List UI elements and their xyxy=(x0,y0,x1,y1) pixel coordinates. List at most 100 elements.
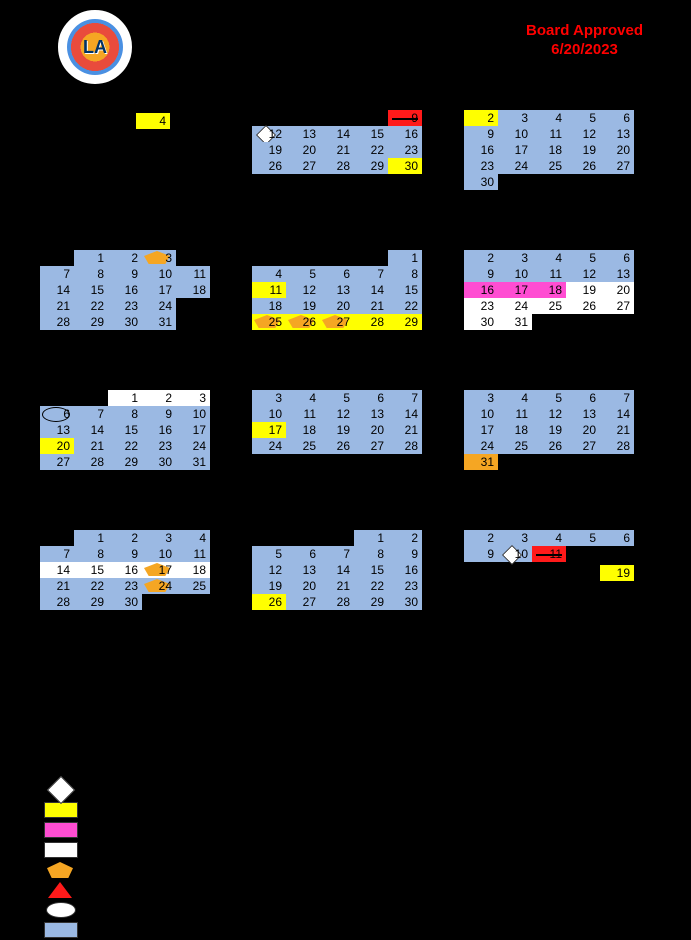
approved-date: 6/20/2023 xyxy=(526,41,643,60)
day-8: 8 xyxy=(108,406,142,422)
day-18: 18 xyxy=(176,282,210,298)
approved-title: Board Approved xyxy=(526,22,643,41)
week: 1011121314 xyxy=(252,406,422,422)
day-blank xyxy=(286,110,320,126)
week: 1718192021 xyxy=(464,422,634,438)
legend xyxy=(44,780,84,940)
week: 123 xyxy=(40,250,210,266)
day-29: 29 xyxy=(74,314,108,330)
day-15: 15 xyxy=(354,126,388,142)
legend-pentagon xyxy=(44,860,84,880)
legend-diamond xyxy=(44,780,84,800)
week: 31 xyxy=(464,454,634,470)
day-28: 28 xyxy=(40,594,74,610)
day-blank xyxy=(142,594,176,610)
day-21: 21 xyxy=(320,142,354,158)
day-12: 12 xyxy=(532,406,566,422)
day-9: 9 xyxy=(108,546,142,562)
day-28: 28 xyxy=(388,438,422,454)
day-27: 27 xyxy=(286,158,320,174)
week: 123 xyxy=(40,390,210,406)
day-7: 7 xyxy=(40,546,74,562)
logo-text: LA xyxy=(83,37,107,58)
day-18: 18 xyxy=(252,298,286,314)
day-16: 16 xyxy=(388,562,422,578)
day-19: 19 xyxy=(252,578,286,594)
day-18: 18 xyxy=(286,422,320,438)
day-20: 20 xyxy=(40,438,74,454)
day-30: 30 xyxy=(388,158,422,174)
day-14: 14 xyxy=(40,562,74,578)
day-19: 19 xyxy=(286,298,320,314)
day-16: 16 xyxy=(464,142,498,158)
day-17: 17 xyxy=(498,142,532,158)
day-13: 13 xyxy=(600,126,634,142)
day-4: 4 xyxy=(176,530,210,546)
week: 2122232425 xyxy=(40,578,210,594)
week: 2021222324 xyxy=(40,438,210,454)
day-25: 25 xyxy=(532,158,566,174)
day-3: 3 xyxy=(498,530,532,546)
week: 2526272829 xyxy=(252,314,422,330)
day-8: 8 xyxy=(74,546,108,562)
week: 23456 xyxy=(464,530,634,546)
day-1: 1 xyxy=(388,250,422,266)
day-4: 4 xyxy=(532,530,566,546)
legend-ellipse xyxy=(44,900,84,920)
day-14: 14 xyxy=(388,406,422,422)
day-13: 13 xyxy=(286,126,320,142)
month-april: 1234789101114151617182122232425282930 xyxy=(40,530,210,610)
day-blank xyxy=(600,314,634,330)
week: 12 xyxy=(252,530,422,546)
day-24: 24 xyxy=(142,298,176,314)
week: 3031 xyxy=(464,314,634,330)
day-25: 25 xyxy=(532,298,566,314)
day-blank xyxy=(532,454,566,470)
day-16: 16 xyxy=(108,562,142,578)
day-blank xyxy=(252,530,286,546)
week: 7891011 xyxy=(40,546,210,562)
day-blank xyxy=(566,174,600,190)
day-6: 6 xyxy=(600,250,634,266)
day-26: 26 xyxy=(320,438,354,454)
day-24: 24 xyxy=(498,158,532,174)
month-may: 1256789121314151619202122232627282930 xyxy=(252,530,422,610)
week: 45678 xyxy=(252,266,422,282)
day-4: 4 xyxy=(252,266,286,282)
day-27: 27 xyxy=(354,438,388,454)
day-2: 2 xyxy=(108,250,142,266)
day-9: 9 xyxy=(388,110,422,126)
day-13: 13 xyxy=(354,406,388,422)
day-20: 20 xyxy=(286,142,320,158)
month-march: 3456710111213141718192021242526272831 xyxy=(464,390,634,470)
day-11: 11 xyxy=(176,546,210,562)
day-blank xyxy=(532,314,566,330)
day-26: 26 xyxy=(566,298,600,314)
day-12: 12 xyxy=(566,126,600,142)
day-2: 2 xyxy=(108,530,142,546)
day-21: 21 xyxy=(388,422,422,438)
day-4: 4 xyxy=(498,390,532,406)
day-21: 21 xyxy=(354,298,388,314)
day-14: 14 xyxy=(354,282,388,298)
day-8: 8 xyxy=(354,546,388,562)
week: 678910 xyxy=(40,406,210,422)
day-6: 6 xyxy=(354,390,388,406)
day-1: 1 xyxy=(108,390,142,406)
day-6: 6 xyxy=(566,390,600,406)
week: 1920212223 xyxy=(252,142,422,158)
day-17: 17 xyxy=(498,282,532,298)
day-3: 3 xyxy=(464,390,498,406)
day-27: 27 xyxy=(286,594,320,610)
week: 1011121314 xyxy=(464,406,634,422)
day-30: 30 xyxy=(464,174,498,190)
week: 1314151617 xyxy=(40,422,210,438)
day-14: 14 xyxy=(40,282,74,298)
week: 2425262728 xyxy=(464,438,634,454)
day-12: 12 xyxy=(320,406,354,422)
day-22: 22 xyxy=(354,578,388,594)
day-27: 27 xyxy=(566,438,600,454)
week: 2627282930 xyxy=(252,158,422,174)
day-9: 9 xyxy=(464,126,498,142)
day-blank xyxy=(286,250,320,266)
